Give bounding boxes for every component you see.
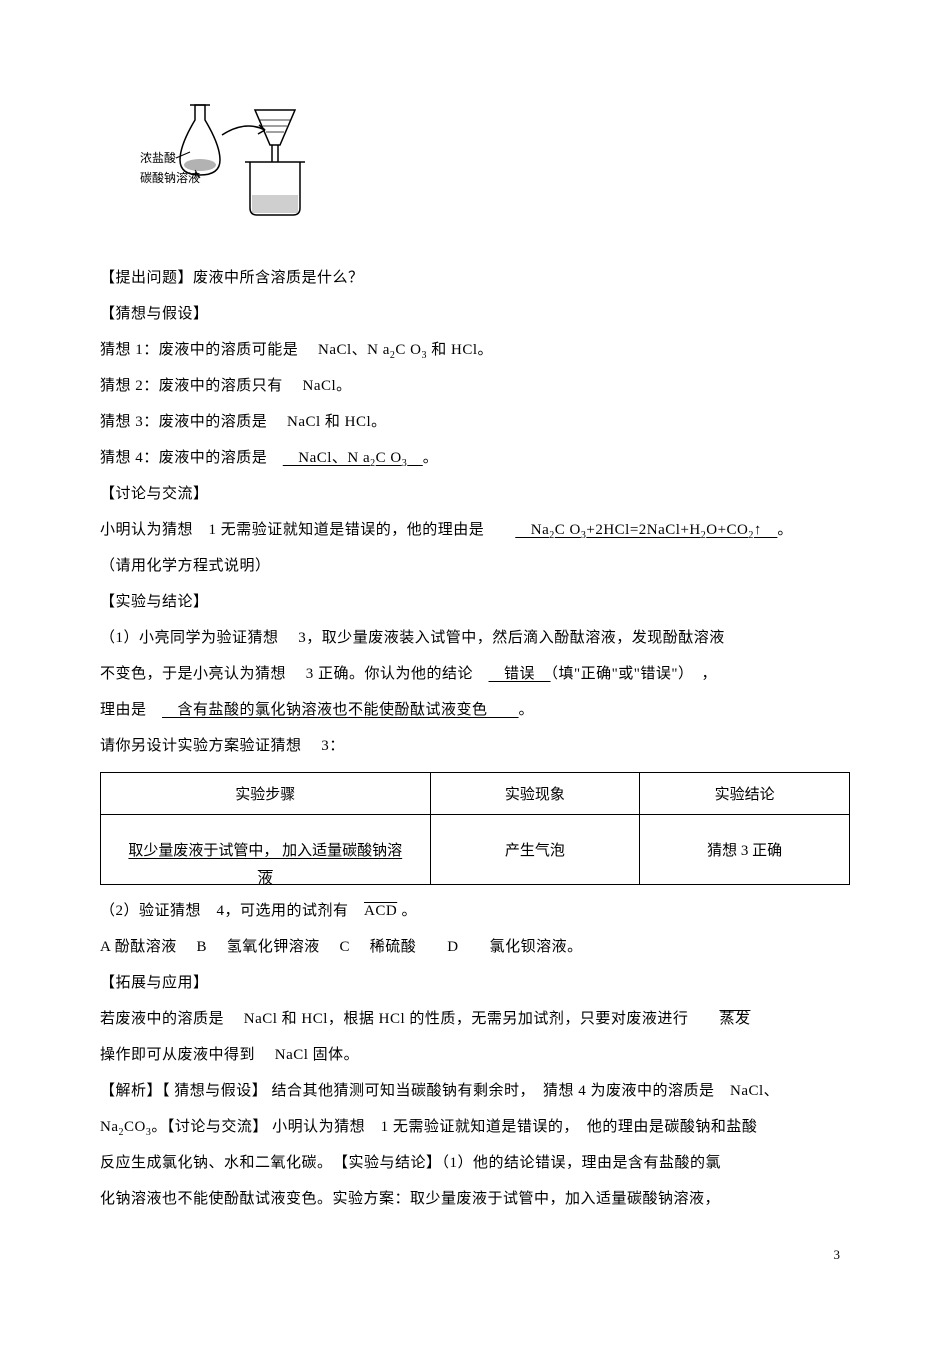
discussion-heading: 【讨论与交流】 bbox=[100, 476, 850, 512]
extension-heading: 【拓展与应用】 bbox=[100, 965, 850, 1001]
extension-line-2: 操作即可从废液中得到 NaCl 固体。 bbox=[100, 1037, 850, 1073]
question-heading: 【提出问题】废液中所含溶质是什么？ bbox=[100, 260, 850, 296]
page-number: 3 bbox=[100, 1247, 850, 1263]
label-na2co3: 浓碳酸钠溶液 bbox=[140, 170, 200, 185]
extension-line: 若废液中的溶质是 NaCl 和 HCl，根据 HCl 的性质，无需另加试剂，只要… bbox=[100, 1001, 850, 1037]
col-step: 实验步骤 bbox=[101, 773, 431, 815]
analysis-line-2: Na2CO3。【讨论与交流】 小明认为猜想 1 无需验证就知道是错误的， 他的理… bbox=[100, 1109, 850, 1145]
col-conclusion: 实验结论 bbox=[640, 773, 850, 815]
exp-line-2: （2）验证猜想 4，可选用的试剂有 ACD 。 bbox=[100, 893, 850, 929]
col-phenomenon: 实验现象 bbox=[430, 773, 640, 815]
hypothesis-heading: 【猜想与假设】 bbox=[100, 296, 850, 332]
experiment-table: 实验步骤 实验现象 实验结论 取少量废液于试管中， 加入适量碳酸钠溶 液 产生气… bbox=[100, 772, 850, 885]
guess-4: 猜想 4：废液中的溶质是 NaCl、N a2C O3 。 bbox=[100, 440, 850, 476]
cell-conclusion: 猜想 3 正确 bbox=[640, 815, 850, 885]
exp-line-1b: 不变色，于是小亮认为猜想 3 正确。你认为他的结论 错误 （填"正确"或"错误"… bbox=[100, 656, 850, 692]
analysis-line-1: 【解析】【 猜想与假设】 结合其他猜测可知当碳酸钠有剩余时， 猜想 4 为废液中… bbox=[100, 1073, 850, 1109]
experiment-diagram: 浓盐酸 浓碳酸钠溶液 bbox=[140, 90, 350, 230]
guess-2: 猜想 2：废液中的溶质只有 NaCl。 bbox=[100, 368, 850, 404]
table-row: 取少量废液于试管中， 加入适量碳酸钠溶 液 产生气泡 猜想 3 正确 bbox=[101, 815, 850, 885]
experiment-heading: 【实验与结论】 bbox=[100, 584, 850, 620]
analysis-line-4: 化钠溶液也不能使酚酞试液变色。实验方案：取少量废液于试管中，加入适量碳酸钠溶液， bbox=[100, 1181, 850, 1217]
guess-1: 猜想 1：废液中的溶质可能是 NaCl、N a2C O3 和 HCl。 bbox=[100, 332, 850, 368]
discussion-note: （请用化学方程式说明） bbox=[100, 548, 850, 584]
exp-line-1d: 请你另设计实验方案验证猜想 3： bbox=[100, 728, 850, 764]
cell-step: 取少量废液于试管中， 加入适量碳酸钠溶 液 bbox=[101, 815, 431, 885]
discussion-line: 小明认为猜想 1 无需验证就知道是错误的，他的理由是 Na2C O3+2HCl=… bbox=[100, 512, 850, 548]
exp-line-1c: 理由是 含有盐酸的氯化钠溶液也不能使酚酞试液变色 。 bbox=[100, 692, 850, 728]
label-acid: 浓盐酸 bbox=[140, 150, 176, 165]
exp-line-1a: （1）小亮同学为验证猜想 3，取少量废液装入试管中，然后滴入酚酞溶液，发现酚酞溶… bbox=[100, 620, 850, 656]
analysis-line-3: 反应生成氯化钠、水和二氧化碳。 【实验与结论】（1）他的结论错误，理由是含有盐酸… bbox=[100, 1145, 850, 1181]
options-line: A 酚酞溶液 B 氢氧化钾溶液 C 稀硫酸 D 氯化钡溶液。 bbox=[100, 929, 850, 965]
cell-phenomenon: 产生气泡 bbox=[430, 815, 640, 885]
guess-3: 猜想 3：废液中的溶质是 NaCl 和 HCl。 bbox=[100, 404, 850, 440]
table-row: 实验步骤 实验现象 实验结论 bbox=[101, 773, 850, 815]
